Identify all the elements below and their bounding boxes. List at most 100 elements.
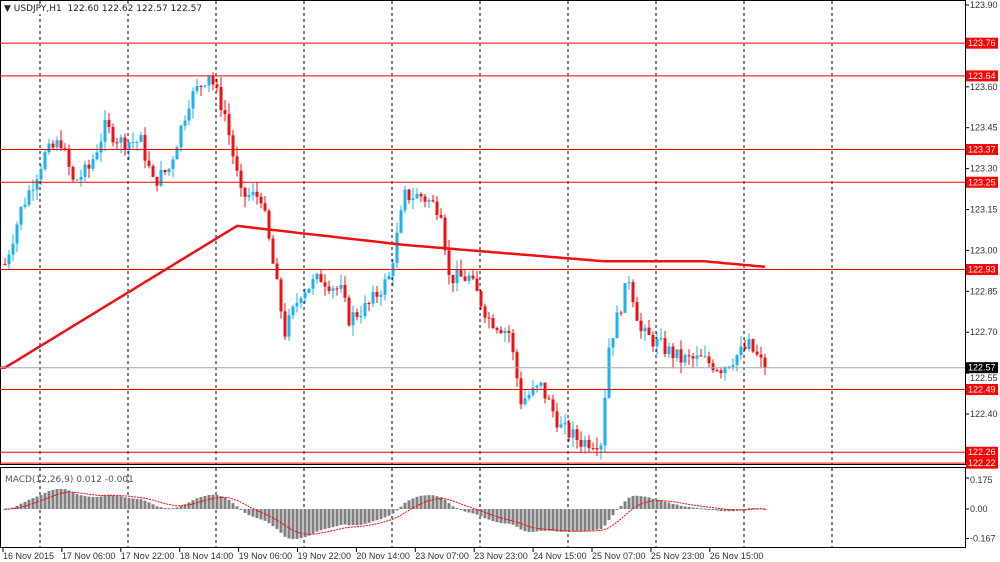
macd-histogram-bar bbox=[727, 509, 731, 512]
bear-candle bbox=[519, 378, 523, 405]
bull-candle bbox=[315, 273, 319, 280]
macd-histogram-bar bbox=[91, 496, 95, 509]
symbol-timeframe: USDJPY,H1 bbox=[13, 4, 62, 14]
bull-candle bbox=[607, 347, 611, 398]
bull-candle bbox=[247, 194, 251, 197]
bull-candle bbox=[159, 170, 163, 186]
bull-candle bbox=[503, 330, 507, 334]
bear-candle bbox=[575, 429, 579, 440]
macd-histogram-bar bbox=[599, 509, 603, 529]
macd-histogram-bar bbox=[579, 509, 583, 532]
macd-histogram-bar bbox=[591, 509, 595, 531]
macd-histogram-bar bbox=[155, 506, 159, 509]
macd-histogram-bar bbox=[19, 503, 23, 509]
bear-candle bbox=[763, 357, 767, 368]
macd-histogram-bar bbox=[39, 494, 43, 509]
bear-candle bbox=[459, 269, 463, 277]
macd-histogram-bar bbox=[715, 509, 719, 511]
bear-candle bbox=[551, 399, 555, 412]
macd-histogram-bar bbox=[535, 509, 539, 532]
time-axis-label: 25 Nov 07:00 bbox=[592, 551, 646, 561]
price-tick-label: 122.70 bbox=[970, 327, 998, 337]
bear-candle bbox=[479, 291, 483, 307]
macd-histogram-bar bbox=[403, 502, 407, 509]
time-axis-label: 16 Nov 2015 bbox=[3, 551, 54, 561]
bear-candle bbox=[451, 274, 455, 284]
bull-candle bbox=[299, 298, 303, 303]
bull-candle bbox=[531, 387, 535, 396]
bear-candle bbox=[663, 338, 667, 354]
moving-average-line bbox=[0, 224, 766, 369]
macd-histogram-bar bbox=[367, 509, 371, 523]
macd-histogram-bar bbox=[147, 502, 151, 509]
bear-candle bbox=[711, 363, 715, 371]
bull-candle bbox=[563, 422, 567, 425]
bull-candle bbox=[527, 395, 531, 399]
level-tag bbox=[966, 446, 998, 458]
bull-candle bbox=[383, 279, 387, 295]
bull-candle bbox=[95, 152, 99, 160]
macd-histogram-bar bbox=[483, 509, 487, 519]
bear-candle bbox=[243, 187, 247, 197]
bull-candle bbox=[359, 315, 363, 317]
macd-pane-frame bbox=[0, 467, 966, 548]
macd-histogram-bar bbox=[479, 509, 483, 517]
macd-histogram-bar bbox=[623, 501, 627, 509]
bull-candle bbox=[627, 282, 631, 284]
macd-histogram-bar bbox=[543, 509, 547, 531]
bear-candle bbox=[355, 312, 359, 317]
macd-histogram-bar bbox=[751, 508, 755, 510]
macd-histogram-bar bbox=[23, 501, 27, 509]
macd-histogram-bar bbox=[391, 509, 395, 514]
macd-histogram-bar bbox=[127, 497, 131, 509]
macd-histogram-bar bbox=[319, 509, 323, 531]
bull-candle bbox=[675, 349, 679, 359]
bear-candle bbox=[263, 203, 267, 211]
bear-candle bbox=[491, 318, 495, 329]
macd-histogram-bar bbox=[295, 509, 299, 539]
macd-histogram-bar bbox=[719, 509, 723, 512]
macd-histogram-bar bbox=[627, 497, 631, 509]
time-axis-label: 19 Nov 22:00 bbox=[298, 551, 352, 561]
bull-candle bbox=[207, 76, 211, 86]
macd-histogram-bar bbox=[247, 509, 251, 516]
bear-candle bbox=[471, 275, 475, 279]
dropdown-icon[interactable]: ▼ bbox=[4, 4, 11, 14]
macd-histogram-bar bbox=[303, 509, 307, 538]
macd-histogram-bar bbox=[575, 509, 579, 532]
price-tick-label: 123.30 bbox=[970, 164, 998, 174]
macd-histogram-bar bbox=[163, 507, 167, 509]
bear-candle bbox=[227, 114, 231, 136]
bull-candle bbox=[411, 198, 415, 201]
bear-candle bbox=[435, 201, 439, 215]
bull-candle bbox=[179, 125, 183, 148]
macd-histogram-bar bbox=[279, 509, 283, 533]
bull-candle bbox=[7, 254, 11, 265]
bull-candle bbox=[47, 143, 51, 153]
time-axis-label: 23 Nov 07:00 bbox=[415, 551, 469, 561]
bull-candle bbox=[427, 200, 431, 202]
bear-candle bbox=[639, 320, 643, 332]
macd-histogram-bar bbox=[427, 495, 431, 509]
macd-histogram-bar bbox=[159, 507, 163, 509]
macd-histogram-bar bbox=[95, 496, 99, 509]
macd-histogram-bar bbox=[687, 507, 691, 509]
macd-histogram-bar bbox=[619, 505, 623, 509]
bear-candle bbox=[143, 134, 147, 161]
macd-histogram-bar bbox=[351, 509, 355, 526]
bull-candle bbox=[19, 206, 23, 225]
macd-histogram-bar bbox=[555, 509, 559, 532]
bear-candle bbox=[407, 189, 411, 201]
bull-candle bbox=[23, 204, 27, 207]
time-axis-label: 17 Nov 22:00 bbox=[121, 551, 175, 561]
bull-candle bbox=[83, 164, 87, 177]
bear-candle bbox=[259, 196, 263, 204]
macd-histogram-bar bbox=[171, 508, 175, 510]
macd-histogram-bar bbox=[119, 496, 123, 509]
bull-candle bbox=[539, 382, 543, 386]
macd-histogram-bar bbox=[227, 500, 231, 509]
macd-histogram-bar bbox=[203, 495, 207, 509]
macd-histogram-bar bbox=[267, 509, 271, 524]
bear-candle bbox=[271, 238, 275, 264]
